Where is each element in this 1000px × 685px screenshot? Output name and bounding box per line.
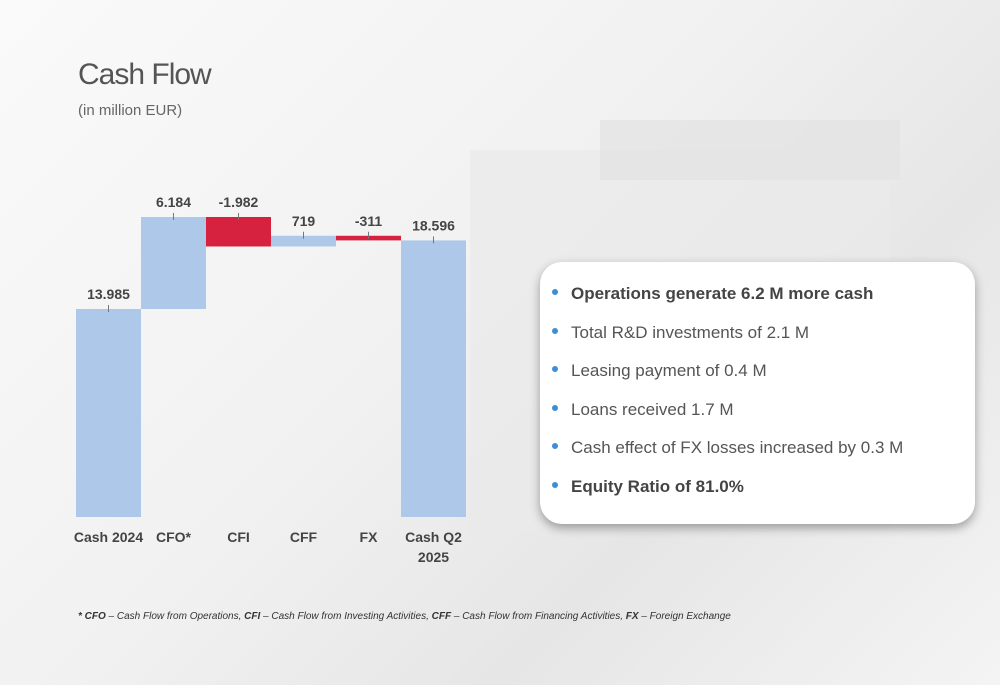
value-label: 719 [292, 213, 316, 229]
bar [76, 308, 141, 517]
x-tick-label: Cash 2024 [73, 529, 144, 545]
footnote-term: * CFO [78, 611, 106, 622]
subtitle: (in million EUR) [78, 102, 183, 119]
x-tick-label: CFI [227, 529, 250, 545]
bar [206, 217, 271, 247]
value-label: 18.596 [412, 217, 455, 233]
x-tick-label: CFO* [156, 529, 191, 545]
bullet: Cash effect of FX losses increased by 0.… [552, 438, 975, 477]
value-label: -311 [355, 213, 382, 229]
bar [401, 240, 466, 518]
bar [271, 235, 336, 247]
bullet: Leasing payment of 0.4 M [552, 361, 975, 400]
footnote-text: – Cash Flow from Financing Activities, [451, 611, 626, 622]
bullet: Equity Ratio of 81.0% [552, 477, 975, 516]
bullet: Loans received 1.7 M [552, 400, 975, 439]
x-tick-label: Cash Q2 2025 [405, 529, 462, 565]
bullet: Total R&D investments of 2.1 M [552, 323, 975, 362]
footnote-text: – Cash Flow from Investing Activities, [260, 611, 432, 622]
background-roof [600, 120, 900, 180]
title: Cash Flow [78, 58, 212, 91]
x-tick-label: CFF [289, 529, 318, 545]
footnote-text: – Foreign Exchange [638, 611, 731, 622]
notes-box: Operations generate 6.2 M more cash Total… [540, 262, 975, 524]
bullet: Operations generate 6.2 M more cash [552, 284, 975, 323]
value-label: 13.985 [87, 286, 130, 302]
footnote-text: – Cash Flow from Operations, [105, 611, 245, 622]
footnote-term: CFF [431, 611, 452, 622]
value-label: 6.184 [156, 194, 191, 210]
footnote-term: CFI [244, 611, 261, 622]
footnote-term: FX [625, 611, 639, 622]
bar [141, 217, 206, 309]
x-tick-label: FX [359, 529, 378, 545]
footnote: * CFO – Cash Flow from Operations, CFI –… [78, 611, 731, 622]
value-label: -1.982 [219, 194, 259, 210]
